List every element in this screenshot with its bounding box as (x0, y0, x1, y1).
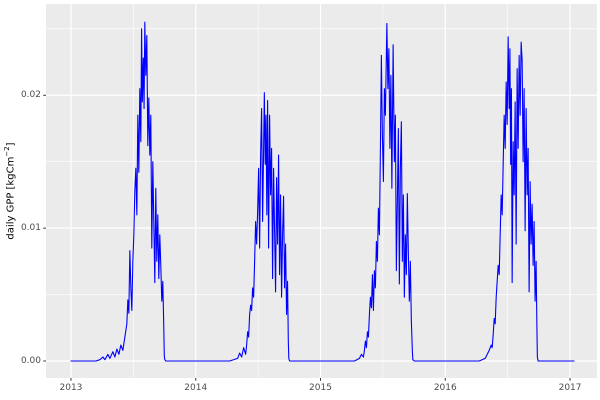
x-tick-label: 2015 (309, 383, 332, 393)
y-tick-label: 0.02 (20, 90, 41, 101)
x-tick-label: 2017 (558, 383, 582, 393)
y-tick-label: 0.00 (20, 355, 41, 366)
y-axis-title: daily GPP [kgCm−2] (0, 91, 17, 291)
x-tick-label: 2013 (59, 383, 83, 393)
gpp-line (70, 21, 575, 362)
y-axis-title-bracket: ] (5, 142, 17, 147)
plot-panel (46, 4, 597, 378)
x-tick-label: 2016 (433, 383, 457, 393)
x-tick-label: 2014 (184, 383, 208, 393)
y-tick-label: 0.01 (20, 223, 41, 234)
y-axis-title-superscript: −2 (3, 146, 11, 157)
